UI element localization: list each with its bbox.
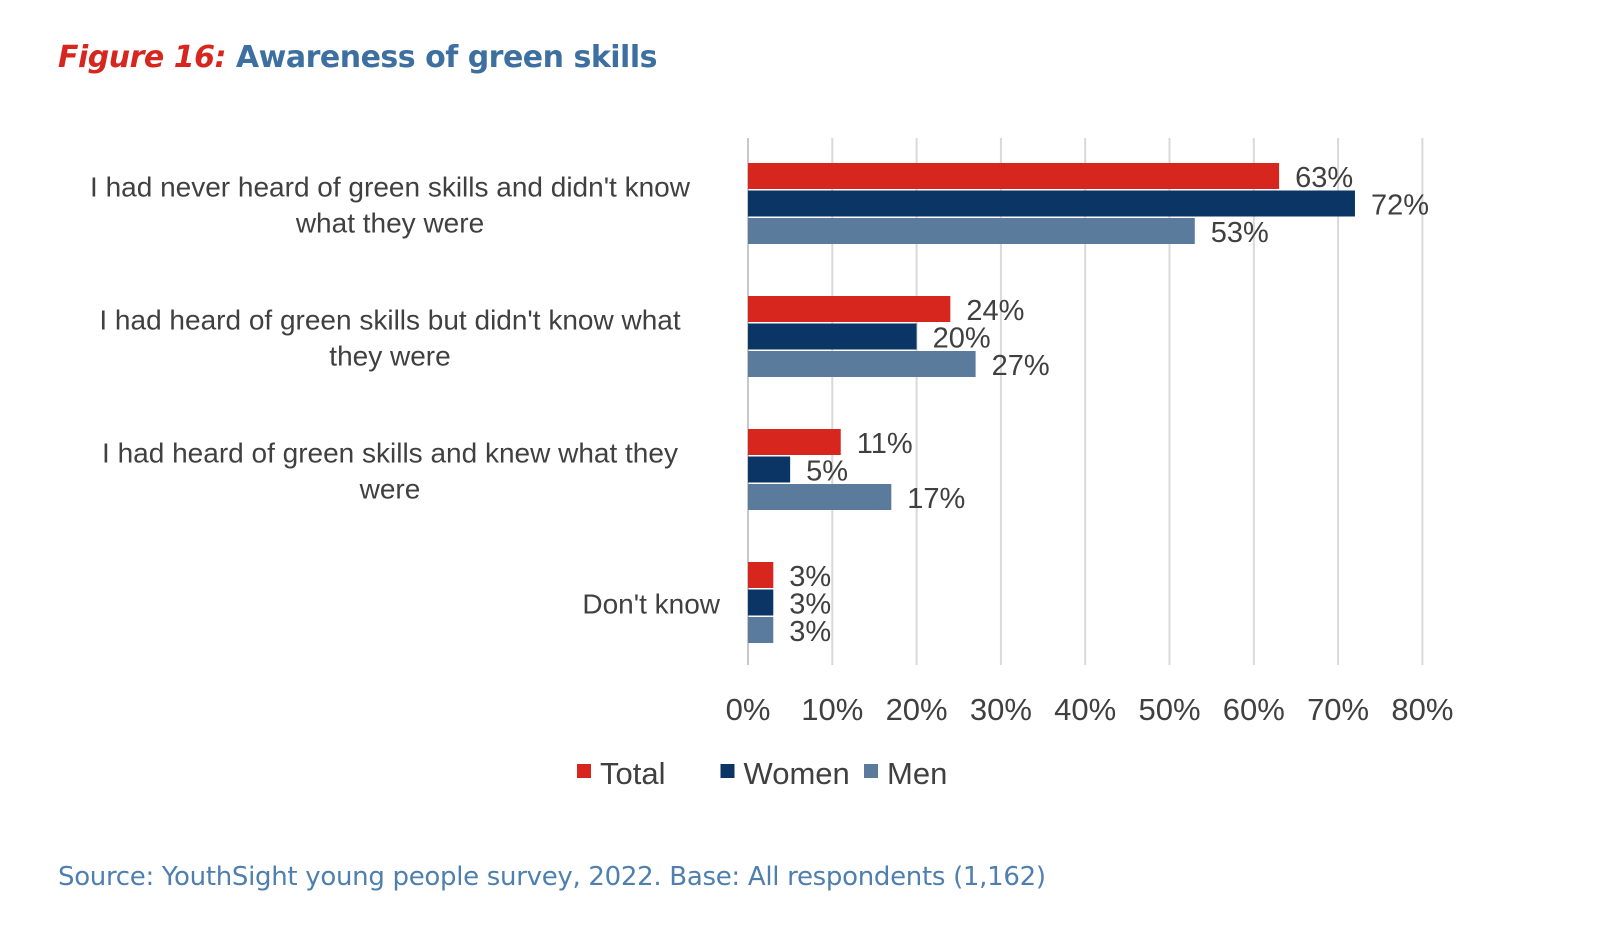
data-label: 53%: [1211, 217, 1269, 249]
x-tick-label: 80%: [1391, 692, 1453, 727]
bars: [748, 163, 1355, 643]
data-label: 63%: [1295, 162, 1353, 194]
legend-swatch: [720, 764, 735, 778]
legend-swatch: [864, 764, 878, 778]
data-labels: 63%72%53%24%20%27%11%5%17%3%3%3%: [789, 162, 1429, 648]
data-label: 5%: [806, 456, 848, 488]
x-tick-label: 60%: [1223, 692, 1285, 727]
figure-title: Figure 16: Awareness of green skills: [58, 40, 657, 75]
data-label: 3%: [789, 616, 831, 648]
legend-label: Women: [744, 756, 850, 791]
data-label: 24%: [966, 295, 1024, 327]
data-label: 20%: [933, 323, 991, 355]
figure-title-text: Awareness of green skills: [235, 40, 658, 75]
bar-men: [748, 484, 892, 510]
bar-men: [748, 617, 774, 643]
bar-total: [748, 163, 1280, 189]
legend-item: Women: [720, 756, 850, 791]
bar-women: [748, 190, 1355, 217]
x-tick-label: 40%: [1054, 692, 1116, 727]
bar-total: [748, 296, 951, 322]
bar-women: [748, 323, 917, 350]
category-label: I had never heard of green skills and di…: [90, 171, 691, 238]
data-label: 17%: [907, 483, 965, 515]
bar-total: [748, 429, 841, 455]
legend: Total Women Men: [577, 756, 947, 791]
source-note: Source: YouthSight young people survey, …: [58, 862, 1046, 892]
x-tick-label: 50%: [1138, 692, 1200, 727]
x-axis-ticks: 0% 10% 20% 30% 40% 50% 60% 70% 80%: [726, 692, 1454, 727]
figure-number: Figure 16:: [58, 40, 226, 75]
category-labels: I had never heard of green skills and di…: [90, 171, 721, 619]
bar-total: [748, 562, 774, 588]
data-label: 11%: [857, 428, 913, 460]
x-tick-label: 0%: [726, 692, 771, 727]
x-tick-label: 20%: [886, 692, 948, 727]
x-tick-label: 70%: [1307, 692, 1369, 727]
gridlines: [747, 138, 1424, 665]
x-tick-label: 30%: [970, 692, 1032, 727]
legend-item: Men: [864, 756, 947, 791]
bar-women: [748, 589, 774, 616]
category-label: Don't know: [582, 588, 720, 619]
bar-men: [748, 351, 976, 377]
data-label: 3%: [789, 589, 831, 621]
legend-label: Total: [600, 756, 665, 791]
bar-men: [748, 218, 1195, 244]
data-label: 72%: [1371, 190, 1429, 222]
legend-swatch: [577, 764, 591, 778]
category-label: I had heard of green skills but didn't k…: [99, 304, 680, 371]
data-label: 3%: [789, 561, 831, 593]
legend-label: Men: [887, 756, 947, 791]
category-label: I had heard of green skills and knew wha…: [102, 437, 678, 504]
x-tick-label: 10%: [801, 692, 863, 727]
data-label: 27%: [992, 350, 1050, 382]
bar-women: [748, 456, 791, 483]
legend-item: Total: [577, 756, 665, 791]
